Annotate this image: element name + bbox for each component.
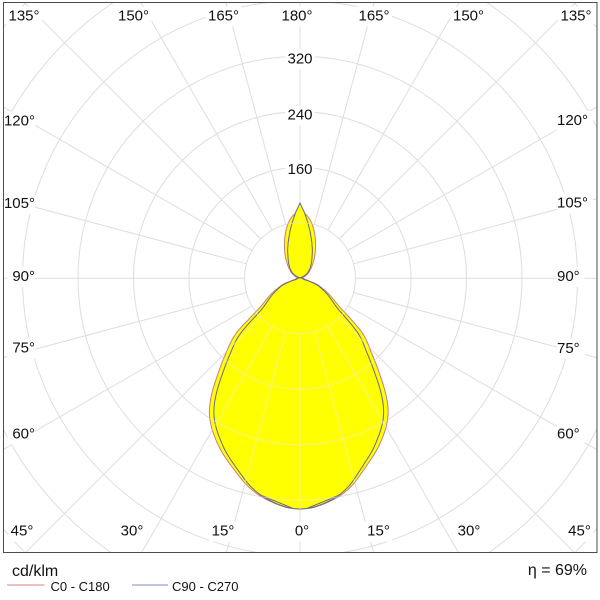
svg-text:45°: 45°	[568, 523, 591, 540]
svg-text:60°: 60°	[12, 425, 35, 442]
svg-text:120°: 120°	[557, 112, 588, 129]
svg-text:90°: 90°	[12, 268, 35, 285]
svg-text:90°: 90°	[557, 268, 580, 285]
svg-text:240: 240	[287, 106, 312, 123]
svg-text:30°: 30°	[458, 523, 481, 540]
svg-text:150°: 150°	[118, 8, 149, 25]
svg-text:30°: 30°	[121, 523, 144, 540]
svg-text:45°: 45°	[11, 523, 34, 540]
svg-text:150°: 150°	[453, 8, 484, 25]
svg-text:15°: 15°	[367, 523, 390, 540]
svg-text:cd/klm: cd/klm	[12, 563, 58, 580]
svg-text:180°: 180°	[281, 8, 312, 25]
svg-text:135°: 135°	[8, 8, 39, 25]
svg-text:135°: 135°	[560, 8, 591, 25]
svg-text:320: 320	[287, 50, 312, 67]
svg-text:75°: 75°	[12, 339, 35, 356]
svg-text:C90 - C270: C90 - C270	[172, 579, 238, 594]
svg-text:105°: 105°	[557, 194, 588, 211]
svg-text:75°: 75°	[557, 340, 580, 357]
svg-text:120°: 120°	[4, 112, 35, 129]
svg-text:C0 - C180: C0 - C180	[51, 579, 110, 594]
svg-text:165°: 165°	[208, 8, 239, 25]
svg-text:η = 69%: η = 69%	[528, 562, 587, 579]
svg-text:15°: 15°	[212, 523, 235, 540]
svg-text:60°: 60°	[557, 425, 580, 442]
svg-text:105°: 105°	[4, 195, 35, 212]
svg-text:165°: 165°	[358, 8, 389, 25]
svg-text:0°: 0°	[295, 523, 309, 540]
svg-text:160: 160	[287, 161, 312, 178]
